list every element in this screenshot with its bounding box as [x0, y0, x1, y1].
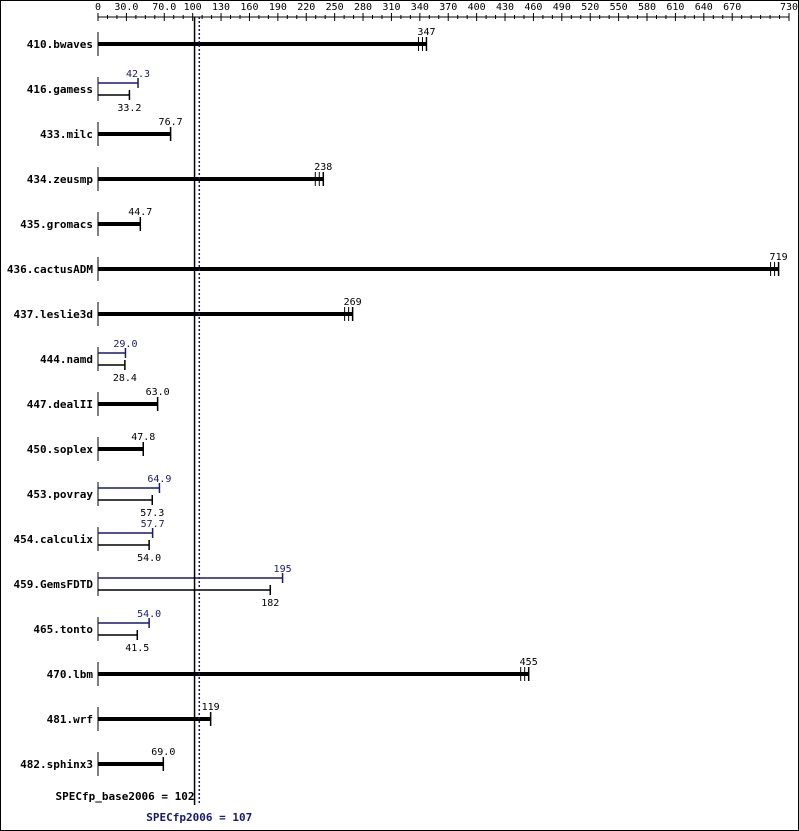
x-tick-label: 160: [240, 2, 258, 13]
base-value-label: 47.8: [131, 432, 155, 443]
benchmark-label: 410.bwaves: [27, 38, 93, 51]
base-value-label: 69.0: [151, 747, 175, 758]
benchmark-label: 465.tonto: [33, 623, 93, 636]
peak-value-label: 54.0: [137, 609, 161, 620]
peak-summary-label: SPECfp2006 = 107: [146, 811, 252, 824]
benchmark-label: 433.milc: [40, 128, 93, 141]
bars: 410.bwaves 347 416.gamess 42.3 33.2 433.milc 7…: [7, 27, 788, 776]
base-value-label: 182: [261, 598, 279, 609]
x-tick-label: 130: [212, 2, 230, 13]
benchmark-label: 444.namd: [40, 353, 93, 366]
benchmark-label: 470.lbm: [47, 668, 94, 681]
x-tick-label: 430: [496, 2, 514, 13]
benchmark-label: 435.gromacs: [20, 218, 93, 231]
benchmark-label: 481.wrf: [47, 713, 93, 726]
base-value-label: 347: [417, 27, 435, 38]
base-value-label: 119: [202, 702, 220, 713]
base-value-label: 63.0: [146, 387, 170, 398]
x-tick-label: 610: [666, 2, 684, 13]
benchmark-label: 447.dealII: [27, 398, 93, 411]
x-tick-label: 400: [468, 2, 486, 13]
x-tick-label: 280: [354, 2, 372, 13]
x-tick-label: 250: [326, 2, 344, 13]
benchmark-label: 453.povray: [27, 488, 94, 501]
peak-value-label: 195: [274, 564, 292, 575]
x-tick-label: 640: [695, 2, 713, 13]
benchmark-label: 454.calculix: [14, 533, 94, 546]
benchmark-label: 482.sphinx3: [20, 758, 93, 771]
x-tick-label: 190: [269, 2, 287, 13]
base-value-label: 76.7: [159, 117, 183, 128]
x-tick-label: 30.0: [114, 2, 138, 13]
reference-lines: SPECfp_base2006 = 102 SPECfp2006 = 107: [55, 17, 252, 824]
x-tick-label: 490: [553, 2, 571, 13]
peak-value-label: 29.0: [113, 339, 137, 350]
x-tick-label: 0: [95, 2, 101, 13]
x-tick-label: 370: [439, 2, 457, 13]
x-tick-label: 100: [184, 2, 202, 13]
base-summary-label: SPECfp_base2006 = 102: [55, 790, 194, 803]
base-value-label: 33.2: [117, 103, 141, 114]
base-value-label: 28.4: [113, 373, 137, 384]
x-tick-label: 220: [297, 2, 315, 13]
x-tick-label: 550: [610, 2, 628, 13]
base-value-label: 41.5: [125, 643, 149, 654]
benchmark-label: 450.soplex: [27, 443, 94, 456]
peak-value-label: 57.7: [141, 519, 165, 530]
peak-value-label: 64.9: [147, 474, 171, 485]
x-tick-label: 70.0: [152, 2, 176, 13]
base-value-label: 54.0: [137, 553, 161, 564]
x-axis-ticks: 0 30.0 70.0 100 130 160 190 220 250 280 310 340 370 4…: [95, 2, 798, 21]
base-value-label: 719: [770, 252, 788, 263]
base-value-label: 455: [520, 657, 538, 668]
x-tick-label: 460: [524, 2, 542, 13]
x-tick-label: 730: [780, 2, 798, 13]
x-tick-label: 340: [411, 2, 429, 13]
benchmark-label: 459.GemsFDTD: [14, 578, 94, 591]
x-tick-label: 670: [723, 2, 741, 13]
peak-value-label: 42.3: [126, 69, 150, 80]
base-value-label: 238: [314, 162, 332, 173]
base-value-label: 44.7: [128, 207, 152, 218]
base-value-label: 57.3: [140, 508, 164, 519]
x-tick-label: 580: [638, 2, 656, 13]
benchmark-label: 416.gamess: [27, 83, 93, 96]
benchmark-label: 436.cactusADM: [7, 263, 93, 276]
benchmark-label: 437.leslie3d: [14, 308, 93, 321]
benchmark-label: 434.zeusmp: [27, 173, 94, 186]
x-tick-label: 310: [382, 2, 400, 13]
x-tick-label: 520: [581, 2, 599, 13]
base-value-label: 269: [344, 297, 362, 308]
